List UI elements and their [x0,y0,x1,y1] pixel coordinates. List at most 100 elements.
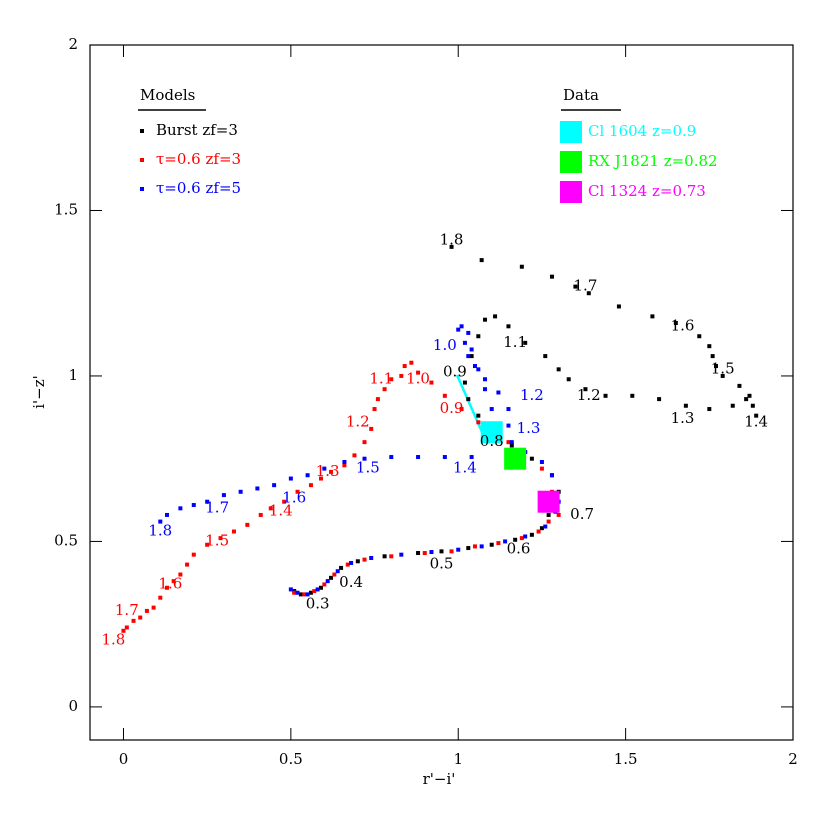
point [513,537,518,542]
point [422,551,427,556]
point [402,364,407,369]
point [549,473,554,478]
point [288,476,293,481]
point [416,551,421,556]
point [509,443,514,448]
point [308,483,313,488]
point-label: 1.5 [356,459,380,477]
x-tick-label: 1 [453,750,463,768]
point [399,552,404,557]
point-label: 1.5 [711,359,735,377]
point [352,453,357,458]
point [476,367,481,372]
point-label: 1.7 [115,601,139,619]
point [318,476,323,481]
point [747,393,752,398]
point [382,387,387,392]
point-label: 1.7 [574,277,598,295]
point [543,354,548,359]
point [506,324,511,329]
x-tick-label: 0.5 [279,750,303,768]
point [549,274,554,279]
point-label: 0.9 [443,363,467,381]
y-axis-label: i'−z' [30,375,48,409]
y-tick-label: 1.5 [54,200,78,218]
y-tick-label: 2 [68,35,78,53]
y-tick-label: 1 [68,366,78,384]
x-axis-label: r'−i' [423,770,456,788]
point [389,377,394,382]
point [429,380,434,385]
point-label: 0.4 [339,573,363,591]
point [345,562,350,567]
point [325,579,330,584]
observation [504,447,527,470]
point-label: 1.6 [282,488,306,506]
data-legend-title: Data [563,86,599,104]
point [151,605,156,610]
point [466,330,471,335]
x-tick-label: 2 [788,750,798,768]
point [205,542,210,547]
point [476,413,481,418]
point [416,455,421,460]
point [335,569,340,574]
observation [537,490,560,513]
point [573,284,578,289]
point [616,304,621,309]
point [479,258,484,263]
point [519,536,524,541]
point [409,360,414,365]
point [750,403,755,408]
point [399,373,404,378]
point [362,557,367,562]
point [258,512,263,517]
point [539,466,544,471]
point [707,344,712,349]
point [305,592,310,597]
point [302,592,307,597]
point-label: 1.3 [671,409,695,427]
point [329,469,334,474]
point [469,347,474,352]
point-label: 1.1 [503,333,527,351]
legend-label: RX J1821 z=0.82 [588,152,718,170]
point [449,244,454,249]
point [205,499,210,504]
point [466,397,471,402]
point [466,546,471,551]
x-tick-label: 1.5 [614,750,638,768]
point [442,393,447,398]
point [164,512,169,517]
point-label: 1.0 [433,336,457,354]
legend-marker [140,187,144,191]
legend-label: Cl 1604 z=0.9 [588,122,696,140]
legend-label: Cl 1324 z=0.73 [588,182,706,200]
point [221,493,226,498]
point [657,397,662,402]
point [305,473,310,478]
point [272,483,277,488]
point [238,489,243,494]
point [556,367,561,372]
point [462,340,467,345]
point [292,590,297,595]
point [489,542,494,547]
point [389,554,394,559]
y-tick-label: 0 [68,697,78,715]
point [483,317,488,322]
point [144,608,149,613]
point [650,314,655,319]
point [178,506,183,511]
point [496,541,501,546]
point [185,562,190,567]
point [158,519,163,524]
legend-marker [140,158,144,162]
observation [480,421,503,444]
point [218,536,223,541]
point [472,544,477,549]
point [158,595,163,600]
point [268,506,273,511]
point [231,529,236,534]
point [138,615,143,620]
